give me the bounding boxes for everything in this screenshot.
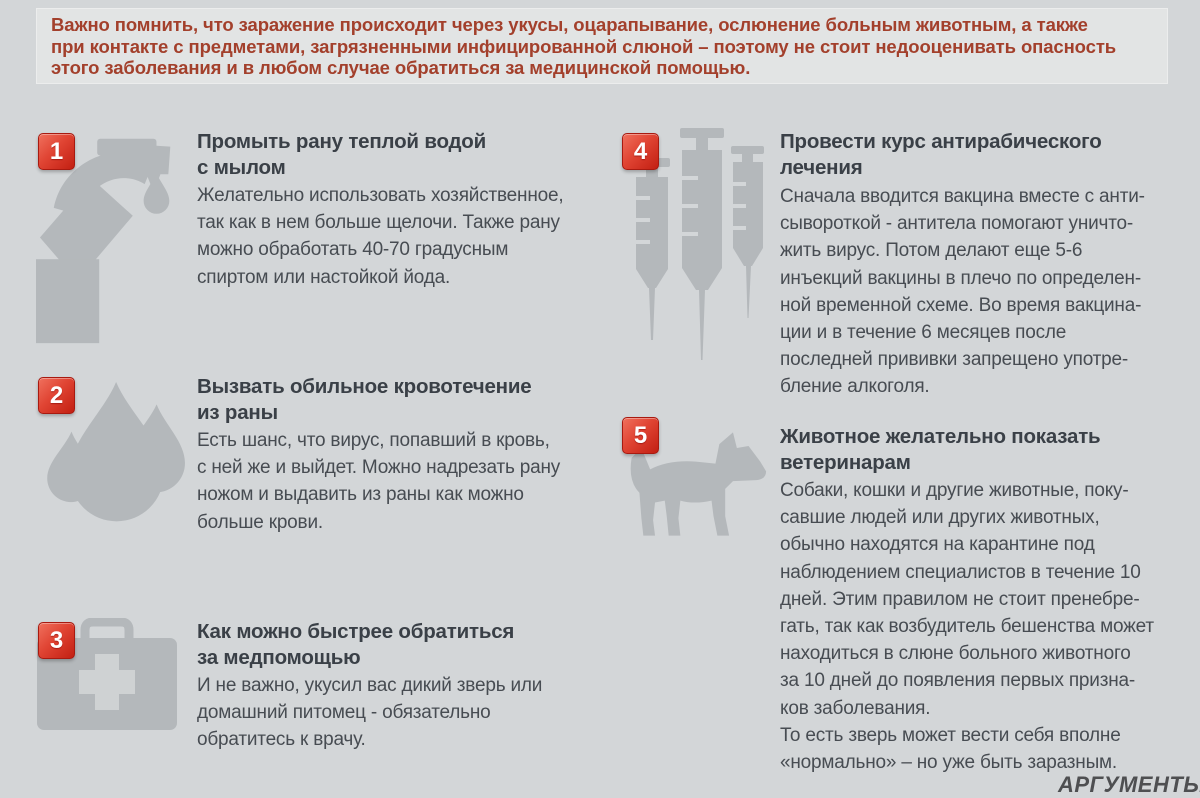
step-body: Сначала вводится вакцина вместе с анти- …	[780, 186, 1145, 398]
step-number: 3	[49, 626, 64, 654]
step-title: Провести курс антирабического лечения	[780, 130, 1102, 179]
header-warning-text: Важно помнить, что заражение происходит …	[51, 14, 1117, 78]
step-title: Промыть рану теплой водой с мылом	[197, 130, 487, 179]
step-number: 4	[633, 137, 648, 165]
step-body: Собаки, кошки и другие животные, поку- с…	[780, 480, 1154, 774]
step-badge: 3	[38, 622, 75, 659]
header-warning-box: Важно помнить, что заражение происходит …	[36, 8, 1168, 84]
step-title: Вызвать обильное кровотечение из раны	[197, 375, 532, 424]
step-number: 2	[49, 381, 64, 409]
step-badge: 2	[38, 377, 75, 414]
first-aid-kit-icon	[33, 618, 181, 730]
step-title: Животное желательно показать ветеринарам	[780, 425, 1101, 474]
step-title: Как можно быстрее обратиться за медпомощ…	[197, 620, 515, 669]
step-number: 1	[49, 137, 64, 165]
syringes-icon	[630, 128, 766, 418]
step-body: Есть шанс, что вирус, попавший в кровь, …	[197, 430, 561, 533]
step-body: Желательно использовать хозяйственное, т…	[197, 185, 564, 288]
step-number: 5	[633, 421, 648, 449]
dog-icon	[618, 425, 770, 545]
step-badge: 1	[38, 133, 75, 170]
faucet-icon	[36, 130, 194, 344]
step-badge: 5	[622, 417, 659, 454]
blood-drops-icon	[33, 378, 185, 535]
arguments-logo: АРГУМЕНТЫ	[1058, 772, 1200, 797]
step-badge: 4	[622, 133, 659, 170]
step-body: И не важно, укусил вас дикий зверь или д…	[197, 675, 543, 751]
